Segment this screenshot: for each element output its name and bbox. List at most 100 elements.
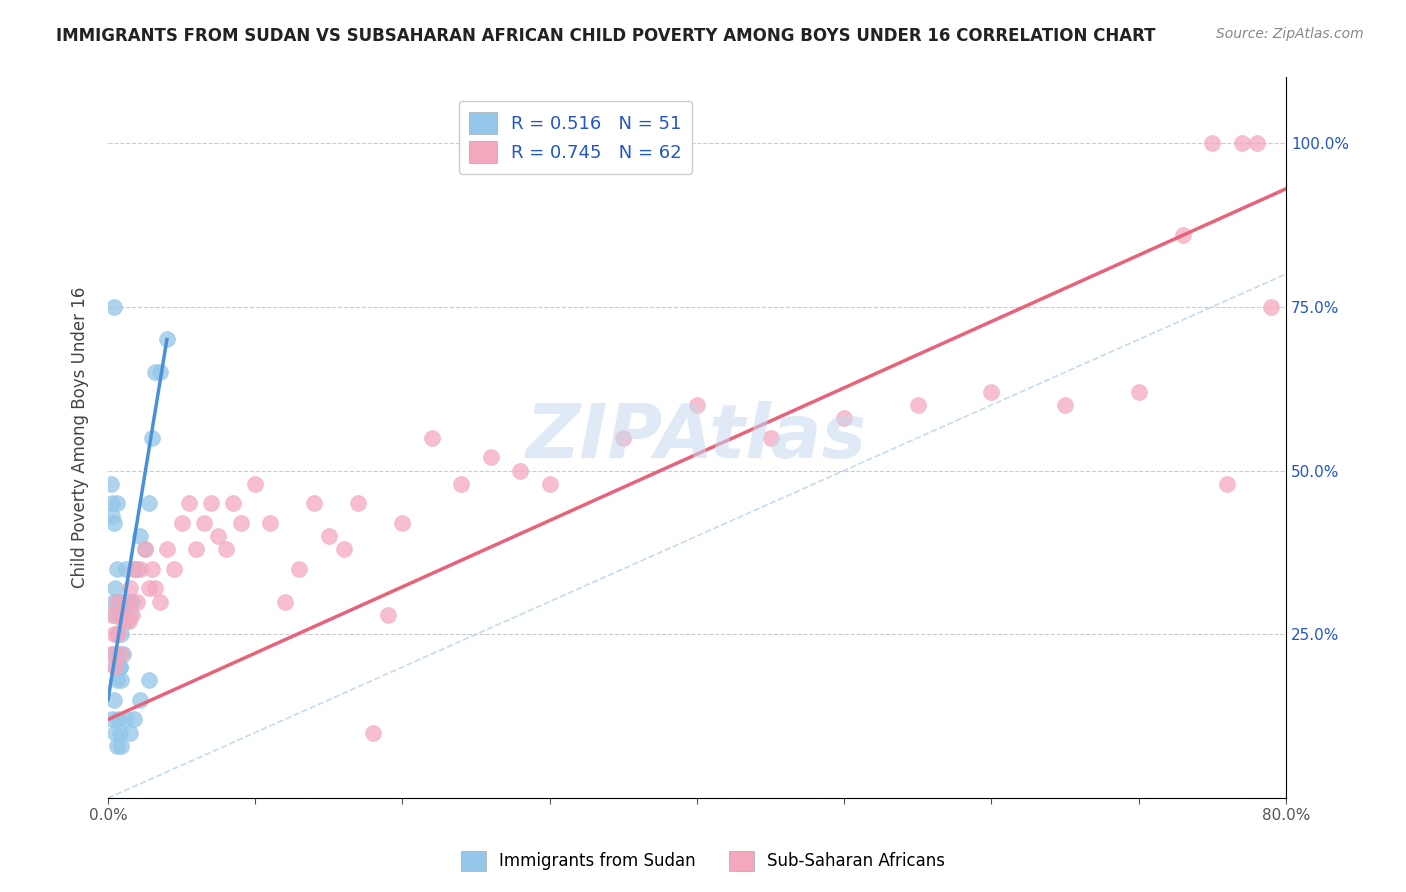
Point — [288, 562, 311, 576]
Point — [1201, 136, 1223, 150]
Point — [759, 431, 782, 445]
Point — [170, 516, 193, 530]
Point — [120, 725, 142, 739]
Point — [101, 713, 124, 727]
Point — [105, 673, 128, 687]
Point — [332, 542, 354, 557]
Point — [138, 496, 160, 510]
Point — [110, 673, 132, 687]
Point — [115, 614, 138, 628]
Point — [105, 496, 128, 510]
Point — [245, 476, 267, 491]
Point — [103, 594, 125, 608]
Point — [108, 725, 131, 739]
Point — [104, 725, 127, 739]
Point — [450, 476, 472, 491]
Point — [107, 713, 129, 727]
Point — [318, 529, 340, 543]
Point — [111, 647, 134, 661]
Point — [124, 562, 146, 576]
Point — [200, 496, 222, 510]
Y-axis label: Child Poverty Among Boys Under 16: Child Poverty Among Boys Under 16 — [72, 287, 89, 589]
Point — [215, 542, 238, 557]
Point — [612, 431, 634, 445]
Point — [127, 562, 149, 576]
Point — [107, 594, 129, 608]
Point — [129, 562, 152, 576]
Point — [110, 647, 132, 661]
Point — [103, 300, 125, 314]
Point — [108, 660, 131, 674]
Point — [229, 516, 252, 530]
Point — [361, 725, 384, 739]
Point — [134, 542, 156, 557]
Point — [138, 673, 160, 687]
Point — [347, 496, 370, 510]
Point — [1054, 398, 1077, 412]
Point — [377, 607, 399, 622]
Point — [1128, 384, 1150, 399]
Point — [420, 431, 443, 445]
Point — [107, 647, 129, 661]
Point — [163, 562, 186, 576]
Point — [111, 594, 134, 608]
Point — [104, 582, 127, 596]
Point — [105, 562, 128, 576]
Point — [134, 542, 156, 557]
Point — [105, 594, 128, 608]
Point — [273, 594, 295, 608]
Point — [112, 607, 135, 622]
Point — [186, 542, 208, 557]
Point — [103, 516, 125, 530]
Point — [509, 463, 531, 477]
Point — [101, 496, 124, 510]
Point — [129, 693, 152, 707]
Point — [148, 594, 170, 608]
Point — [1216, 476, 1239, 491]
Point — [103, 627, 125, 641]
Point — [101, 509, 124, 524]
Point — [177, 496, 200, 510]
Point — [105, 739, 128, 753]
Point — [107, 627, 129, 641]
Point — [302, 496, 325, 510]
Point — [1230, 136, 1253, 150]
Point — [101, 607, 124, 622]
Text: Source: ZipAtlas.com: Source: ZipAtlas.com — [1216, 27, 1364, 41]
Point — [105, 627, 128, 641]
Point — [110, 739, 132, 753]
Text: IMMIGRANTS FROM SUDAN VS SUBSAHARAN AFRICAN CHILD POVERTY AMONG BOYS UNDER 16 CO: IMMIGRANTS FROM SUDAN VS SUBSAHARAN AFRI… — [56, 27, 1156, 45]
Point — [141, 431, 163, 445]
Point — [114, 713, 136, 727]
Point — [104, 660, 127, 674]
Point — [127, 594, 149, 608]
Point — [141, 562, 163, 576]
Point — [129, 529, 152, 543]
Point — [980, 384, 1002, 399]
Point — [391, 516, 413, 530]
Point — [222, 496, 245, 510]
Point — [120, 582, 142, 596]
Point — [832, 411, 855, 425]
Point — [143, 582, 166, 596]
Point — [259, 516, 281, 530]
Point — [100, 647, 122, 661]
Point — [138, 582, 160, 596]
Point — [111, 614, 134, 628]
Point — [117, 594, 139, 608]
Point — [104, 607, 127, 622]
Legend: R = 0.516   N = 51, R = 0.745   N = 62: R = 0.516 N = 51, R = 0.745 N = 62 — [458, 101, 692, 174]
Point — [148, 365, 170, 379]
Point — [124, 713, 146, 727]
Text: ZIPAtlas: ZIPAtlas — [526, 401, 868, 475]
Point — [156, 333, 179, 347]
Point — [479, 450, 502, 465]
Point — [686, 398, 709, 412]
Point — [121, 607, 143, 622]
Point — [207, 529, 229, 543]
Point — [103, 693, 125, 707]
Point — [110, 627, 132, 641]
Point — [108, 607, 131, 622]
Point — [1171, 227, 1194, 242]
Point — [117, 614, 139, 628]
